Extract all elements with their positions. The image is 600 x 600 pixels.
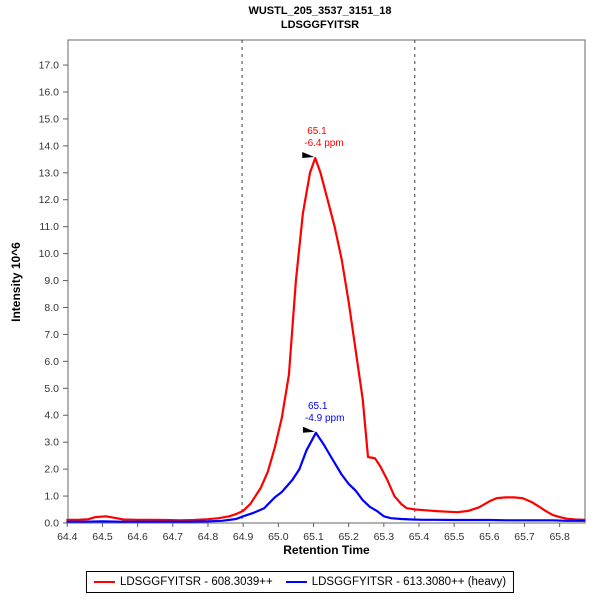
svg-text:64.4: 64.4: [57, 531, 78, 543]
legend-line-swatch: [93, 581, 115, 583]
svg-text:65.1: 65.1: [308, 401, 328, 412]
svg-text:15.0: 15.0: [39, 113, 60, 125]
svg-text:2.0: 2.0: [44, 464, 59, 476]
svg-text:12.0: 12.0: [39, 194, 60, 206]
svg-text:4.0: 4.0: [44, 410, 59, 422]
axis-ticks: 64.4 64.5 64.6 64.7 64.8 64.9 65.0 65.1 65.2 65.3…: [39, 60, 570, 543]
svg-text:6.0: 6.0: [44, 356, 59, 368]
legend-label: LDSGGFYITSR - 608.3039++: [119, 576, 273, 588]
svg-text:0.0: 0.0: [44, 518, 59, 530]
svg-text:65.0: 65.0: [268, 531, 289, 543]
svg-text:17.0: 17.0: [39, 60, 60, 72]
svg-text:65.1: 65.1: [307, 126, 327, 137]
svg-text:10.0: 10.0: [39, 248, 60, 260]
legend-label: LDSGGFYITSR - 613.3080++ (heavy): [311, 576, 507, 588]
svg-text:5.0: 5.0: [44, 383, 59, 395]
svg-text:65.5: 65.5: [444, 531, 465, 543]
svg-text:64.7: 64.7: [163, 531, 184, 543]
svg-text:8.0: 8.0: [44, 302, 59, 314]
chromatogram-traces[interactable]: [66, 156, 586, 523]
svg-text:65.8: 65.8: [549, 531, 570, 543]
svg-text:64.6: 64.6: [127, 531, 148, 543]
svg-text:64.9: 64.9: [233, 531, 254, 543]
svg-text:13.0: 13.0: [39, 167, 60, 179]
svg-text:65.4: 65.4: [409, 531, 430, 543]
legend-item-0: LDSGGFYITSR - 608.3039++: [93, 576, 273, 588]
svg-text:64.8: 64.8: [198, 531, 219, 543]
legend-item-1: LDSGGFYITSR - 613.3080++ (heavy): [285, 576, 507, 588]
svg-text:7.0: 7.0: [44, 329, 59, 341]
legend-line-swatch: [285, 581, 307, 583]
svg-text:64.5: 64.5: [92, 531, 113, 543]
svg-text:-4.9 ppm: -4.9 ppm: [305, 413, 344, 424]
chart-title: WUSTL_205_3537_3151_18 LDSGGFYITSR: [53, 4, 587, 32]
svg-text:65.1: 65.1: [303, 531, 324, 543]
svg-text:65.6: 65.6: [479, 531, 500, 543]
x-axis-label: Retention Time: [283, 543, 370, 557]
svg-text:1.0: 1.0: [44, 491, 59, 503]
chart-title-line2: LDSGGFYITSR: [280, 19, 360, 31]
svg-text:14.0: 14.0: [39, 140, 60, 152]
legend: LDSGGFYITSR - 608.3039++ LDSGGFYITSR - 61…: [85, 571, 515, 593]
plot-border: [67, 39, 586, 524]
svg-text:65.3: 65.3: [374, 531, 395, 543]
svg-text:3.0: 3.0: [44, 437, 59, 449]
svg-text:-6.4 ppm: -6.4 ppm: [304, 138, 343, 149]
svg-text:11.0: 11.0: [39, 221, 59, 233]
svg-text:9.0: 9.0: [44, 275, 59, 287]
svg-text:16.0: 16.0: [39, 86, 60, 98]
chart-title-line1: WUSTL_205_3537_3151_18: [248, 5, 392, 17]
svg-text:65.7: 65.7: [514, 531, 535, 543]
svg-text:65.2: 65.2: [338, 531, 359, 543]
